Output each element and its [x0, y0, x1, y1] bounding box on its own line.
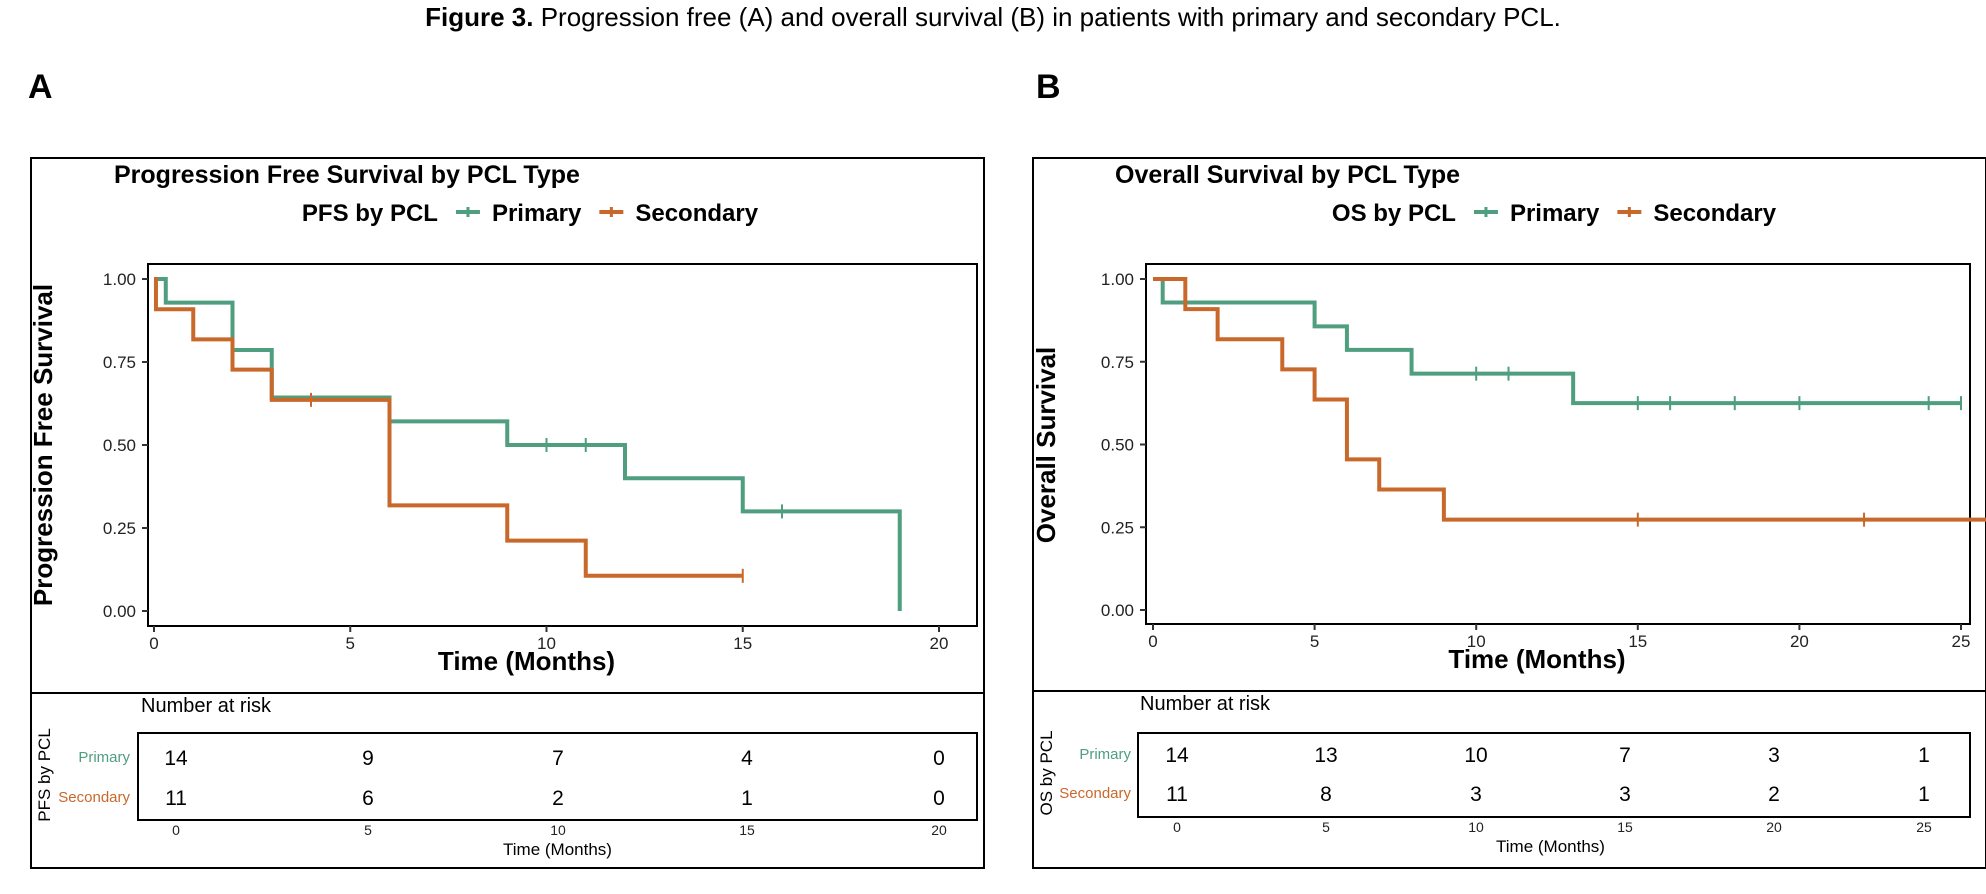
panel-b-y-tick-label: 1.00	[1101, 270, 1134, 289]
panel-b-risk-value: 11	[1166, 783, 1188, 806]
panel-a-risk-time-tick: 15	[739, 822, 755, 838]
panel-b-risk-table-xlabel: Time (Months)	[1496, 837, 1605, 856]
panel-b-y-axis-label: Overall Survival	[1031, 347, 1061, 544]
panel-b-y-tick-label: 0.25	[1101, 518, 1134, 537]
panel-a-y-tick-label: 0.25	[103, 519, 136, 538]
panel-a-y-tick-label: 1.00	[103, 270, 136, 289]
panel-a-risk-value: 6	[362, 787, 374, 810]
panel-a-x-tick-label: 20	[930, 634, 949, 653]
panel-a-risk-value: 11	[165, 787, 187, 810]
panel-a-risk-value: 9	[362, 747, 374, 770]
panel-a-legend-title: PFS by PCL	[302, 200, 438, 227]
panel-a-y-tick-label: 0.75	[103, 353, 136, 372]
panel-a-risk-time-tick: 0	[172, 822, 180, 838]
panel-b-x-tick-label: 5	[1310, 632, 1319, 651]
panel-b-risk-value: 8	[1320, 783, 1332, 806]
figure-caption: Figure 3. Progression free (A) and overa…	[0, 2, 1986, 33]
panel-b-risk-value: 1	[1918, 744, 1930, 767]
panel-b-curve-primary	[1153, 277, 1961, 406]
panel-b-x-axis-label: Time (Months)	[1448, 644, 1625, 674]
panel-b-risk-value: 2	[1768, 783, 1780, 806]
panel-a-curve-secondary	[153, 277, 743, 578]
panel-a-frame	[30, 157, 985, 869]
panel-a-risk-value: 0	[933, 787, 945, 810]
panel-b-legend: OS by PCL Primary Secondary	[1332, 200, 1777, 227]
panel-a-risk-table-box	[137, 732, 978, 821]
panel-a-legend-label-primary: Primary	[492, 200, 582, 227]
panel-a-y-tick-label: 0.00	[103, 602, 136, 621]
panel-b-risk-table-title: Number at risk	[1140, 693, 1271, 715]
panel-letter-a: A	[28, 68, 53, 106]
panel-b-y-tick-label: 0.50	[1101, 436, 1134, 455]
panel-b-risk-value: 10	[1464, 744, 1487, 767]
panel-b-risk-value: 1	[1918, 783, 1930, 806]
panel-b-x-tick-label: 20	[1790, 632, 1809, 651]
panel-a-risk-value: 14	[164, 747, 188, 770]
panel-a-risk-value: 4	[741, 747, 753, 770]
panel-a-x-tick-label: 15	[733, 634, 752, 653]
panel-b-risk-time-tick: 20	[1766, 819, 1782, 835]
panel-a-x-tick-label: 5	[346, 634, 355, 653]
panel-a-y-axis-label: Progression Free Survival	[28, 284, 58, 606]
panel-b-risk-row-label-secondary: Secondary	[1059, 785, 1131, 802]
panel-b-y-tick-label: 0.75	[1101, 353, 1134, 372]
panel-b-frame	[1032, 157, 1986, 869]
panel-b-risk-value: 13	[1314, 744, 1337, 767]
panel-b-y-tick-label: 0.00	[1101, 601, 1134, 620]
panel-a-legend-label-secondary: Secondary	[635, 200, 758, 227]
panel-b-risk-time-tick: 15	[1617, 819, 1633, 835]
panel-b-risk-table-box	[1137, 732, 1971, 818]
panel-b-risk-value: 3	[1470, 783, 1482, 806]
panel-b-plot-area	[1145, 263, 1971, 625]
panel-b-risk-time-tick: 0	[1173, 819, 1181, 835]
panel-b-risk-time-tick: 5	[1322, 819, 1330, 835]
panel-letter-b: B	[1036, 68, 1061, 106]
panel-b-risk-value: 14	[1165, 744, 1189, 767]
panel-b-legend-label-secondary: Secondary	[1653, 200, 1776, 227]
panel-a-risk-value: 7	[552, 747, 564, 770]
panel-b-x-tick-label: 25	[1952, 632, 1971, 651]
panel-a-risk-table-ylabel: PFS by PCL	[35, 728, 54, 822]
panel-b-legend-label-primary: Primary	[1510, 200, 1600, 227]
panel-b-risk-row-label-primary: Primary	[1079, 746, 1131, 763]
panel-a-risk-table-xlabel: Time (Months)	[503, 840, 612, 859]
panel-a-risk-value: 0	[933, 747, 945, 770]
panel-b-curve-secondary	[1153, 277, 1986, 522]
panel-a-risk-time-tick: 5	[364, 822, 372, 838]
panel-b-chart-title: Overall Survival by PCL Type	[1115, 161, 1460, 189]
panel-a-risk-table-title: Number at risk	[141, 695, 272, 717]
panel-b-risk-value: 7	[1619, 744, 1631, 767]
figure-label: Figure 3.	[425, 2, 534, 32]
panel-a-risk-value: 1	[741, 787, 753, 810]
panel-b-risk-value: 3	[1619, 783, 1631, 806]
panel-a-x-tick-label: 0	[149, 634, 158, 653]
panel-a-x-tick-label: 10	[537, 634, 556, 653]
panel-a-chart-title: Progression Free Survival by PCL Type	[114, 161, 580, 189]
panel-a-risk-time-tick: 10	[550, 822, 566, 838]
figure-caption-text: Progression free (A) and overall surviva…	[540, 2, 1561, 32]
panel-a-risk-time-tick: 20	[931, 822, 947, 838]
panel-b-x-tick-label: 0	[1148, 632, 1157, 651]
panel-a-risk-row-label-secondary: Secondary	[58, 789, 130, 806]
panel-b-x-tick-label: 15	[1628, 632, 1647, 651]
panel-b-risk-time-tick: 25	[1916, 819, 1932, 835]
panel-a-x-axis-label: Time (Months)	[438, 646, 615, 676]
panel-a-risk-value: 2	[552, 787, 564, 810]
panel-b-risk-time-tick: 10	[1468, 819, 1484, 835]
panel-a-legend: PFS by PCL Primary Secondary	[302, 200, 759, 227]
panel-b-risk-table-ylabel: OS by PCL	[1037, 730, 1056, 815]
panel-a-risk-row-label-primary: Primary	[78, 749, 130, 766]
panel-a-y-tick-label: 0.50	[103, 436, 136, 455]
panel-b-x-tick-label: 10	[1467, 632, 1486, 651]
panel-b-legend-title: OS by PCL	[1332, 200, 1456, 227]
panel-b-risk-value: 3	[1768, 744, 1780, 767]
